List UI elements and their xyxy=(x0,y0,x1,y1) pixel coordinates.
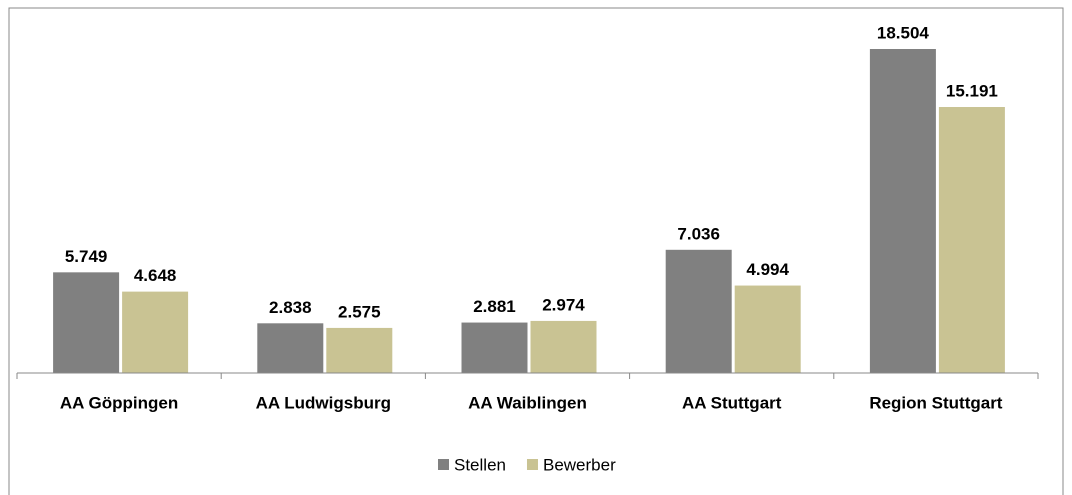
x-tick-label: Region Stuttgart xyxy=(869,393,1002,412)
data-label: 2.881 xyxy=(473,297,516,316)
data-label: 4.648 xyxy=(134,266,177,285)
bar xyxy=(938,107,1005,373)
data-label: 15.191 xyxy=(946,81,998,100)
data-label: 4.994 xyxy=(746,260,789,279)
data-label: 7.036 xyxy=(677,224,720,243)
bar xyxy=(734,285,801,373)
bar xyxy=(530,320,597,373)
x-tick-label: AA Stuttgart xyxy=(682,393,782,412)
x-tick-label: AA Göppingen xyxy=(60,393,178,412)
bar xyxy=(122,291,189,373)
legend-swatch xyxy=(526,459,538,470)
legend-label: Stellen xyxy=(454,455,506,474)
legend-label: Bewerber xyxy=(543,455,616,474)
data-label: 2.575 xyxy=(338,302,381,321)
bar xyxy=(326,327,393,373)
bar xyxy=(665,249,732,373)
bar xyxy=(461,322,528,373)
bar xyxy=(869,49,936,373)
bar xyxy=(257,323,324,373)
legend-swatch xyxy=(438,459,449,470)
data-label: 5.749 xyxy=(65,247,108,266)
data-label: 2.838 xyxy=(269,298,312,317)
bar xyxy=(53,272,120,373)
x-tick-label: AA Waiblingen xyxy=(468,393,587,412)
data-label: 2.974 xyxy=(542,295,585,314)
x-tick-label: AA Ludwigsburg xyxy=(256,393,391,412)
data-label: 18.504 xyxy=(877,23,930,42)
chart-frame xyxy=(8,7,1064,495)
